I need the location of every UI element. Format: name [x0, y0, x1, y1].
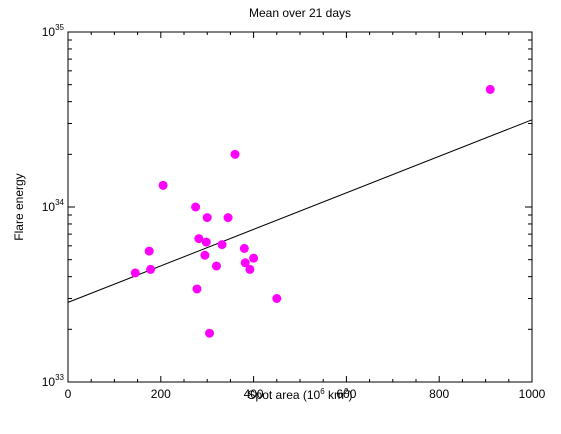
data-point	[239, 243, 249, 253]
y-tick-label: 1034	[42, 198, 65, 214]
y-tick-labels: 1033 1034 1035	[42, 23, 65, 389]
data-point	[202, 213, 212, 223]
data-point	[200, 250, 210, 260]
data-point	[211, 261, 221, 271]
data-point	[144, 246, 154, 256]
y-axis-label: Flare energy	[12, 173, 26, 240]
x-tick-label: 800	[429, 387, 449, 401]
data-point	[272, 294, 282, 304]
y-tick-label: 1035	[42, 23, 65, 39]
data-point	[485, 84, 495, 94]
data-point	[245, 264, 255, 274]
data-point	[217, 240, 227, 250]
data-point	[249, 253, 259, 263]
data-point	[192, 284, 202, 294]
x-axis-label: Spot area (106 km2)	[248, 387, 353, 402]
data-point	[146, 264, 156, 274]
x-tick-label: 1000	[519, 387, 546, 401]
data-point	[158, 180, 168, 190]
x-tick-label: 400	[244, 387, 264, 401]
x-tick-label: 200	[151, 387, 171, 401]
chart-title: Mean over 21 days	[249, 6, 351, 20]
data-point	[194, 234, 204, 244]
data-point	[223, 213, 233, 223]
x-tick-labels: 0 200 400 600 800 1000	[65, 387, 546, 401]
data-point	[230, 149, 240, 159]
data-point	[201, 237, 211, 247]
data-point	[130, 268, 140, 278]
data-point	[240, 258, 250, 268]
x-tick-label: 0	[65, 387, 72, 401]
data-point	[191, 202, 201, 212]
data-point	[205, 328, 215, 338]
y-tick-label: 1033	[42, 373, 65, 389]
data-points	[130, 84, 495, 338]
x-tick-label: 600	[336, 387, 356, 401]
fit-line	[67, 119, 533, 303]
plot-area-frame	[67, 31, 533, 383]
axis-ticks	[67, 31, 533, 383]
